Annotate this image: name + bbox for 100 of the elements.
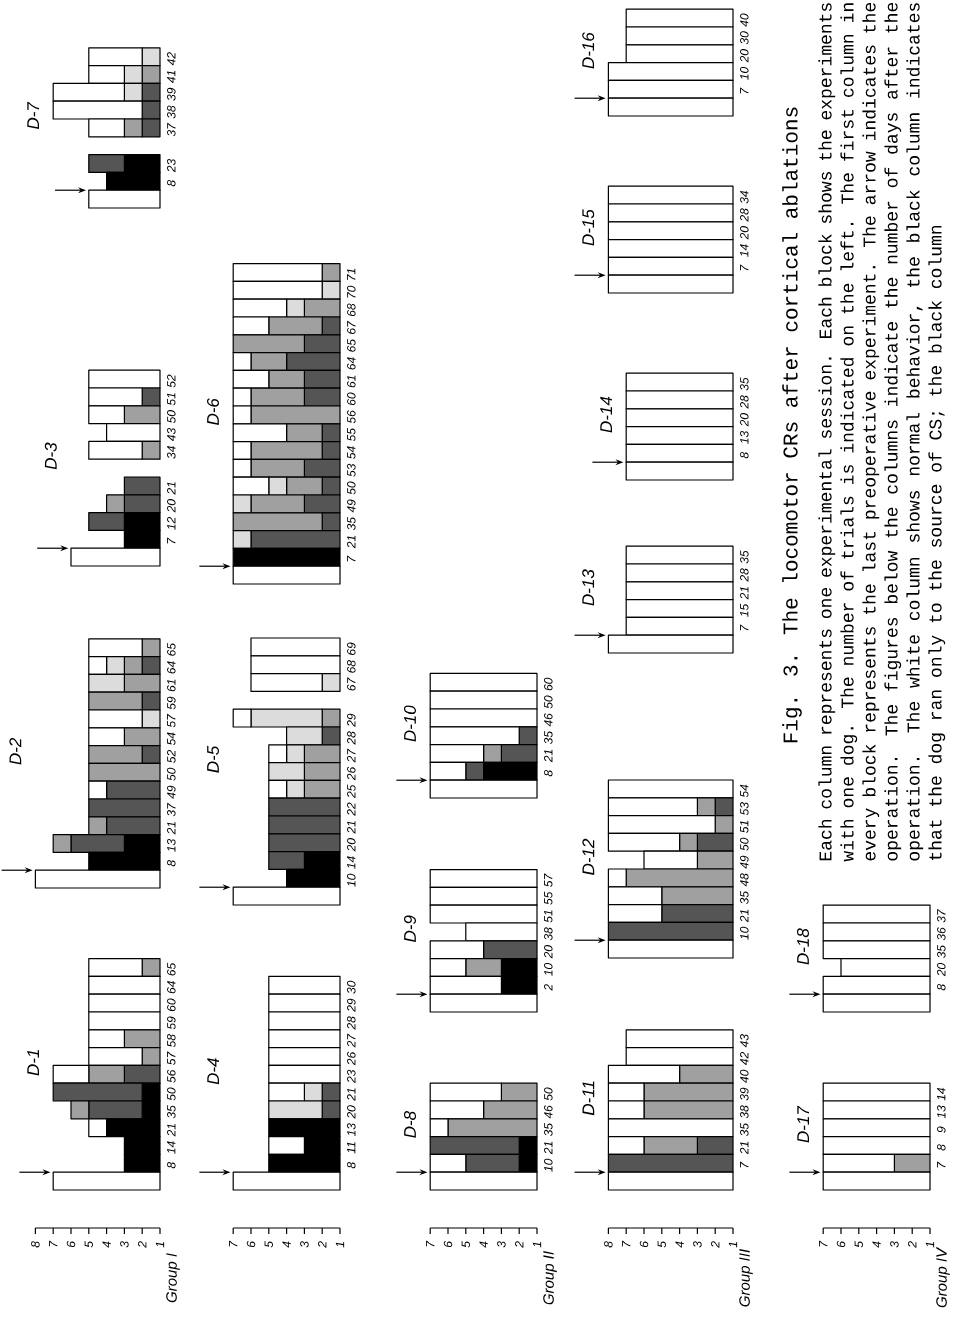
y-tick-label: 50	[347, 481, 356, 495]
y-tick-label: 26	[347, 1051, 356, 1066]
y-tick-label: 49	[347, 499, 356, 513]
y-tick-label: 60	[167, 998, 176, 1012]
y-tick-label: 14	[167, 1141, 176, 1154]
text: D-13	[582, 569, 595, 606]
x-tick-label: 6	[246, 1241, 256, 1248]
y-tick-label: 52	[167, 374, 176, 388]
y-tick-label: 40	[740, 1069, 749, 1083]
text: D-15	[582, 209, 595, 246]
x-tick-label: 2	[908, 1241, 917, 1248]
y-tick-label: 7	[740, 1161, 749, 1168]
y-tick-label: 40	[740, 13, 749, 27]
y-tick-label: 27	[347, 748, 356, 763]
y-tick-label: 64	[347, 357, 356, 370]
text: D-1	[27, 1050, 40, 1076]
y-tick-label: 8	[937, 1144, 946, 1151]
y-tick-label: 7	[937, 1161, 946, 1168]
y-tick-label: 29	[347, 998, 356, 1012]
y-tick-label: 41	[167, 70, 176, 84]
x-tick-label: 2	[138, 1241, 147, 1248]
y-tick-label: 35	[740, 891, 749, 905]
y-tick-label: 39	[167, 87, 176, 101]
y-tick-label: 9	[937, 1126, 946, 1133]
y-tick-label: 35	[740, 550, 749, 564]
y-tick-label: 55	[544, 891, 553, 905]
y-tick-label: 67	[347, 320, 356, 334]
x-tick-label: 3	[300, 1241, 309, 1248]
y-tick-label: 50	[167, 1087, 176, 1101]
y-tick-label: 35	[937, 945, 946, 959]
y-tick-label: 26	[347, 766, 356, 781]
y-tick-label: 10	[740, 926, 749, 940]
y-tick-label: 10	[544, 962, 553, 976]
y-tick-label: 60	[544, 677, 553, 691]
y-tick-label: 71	[347, 268, 356, 280]
y-tick-label: 28	[347, 731, 356, 745]
text: D-9	[403, 915, 416, 942]
y-tick-label: 34	[167, 446, 176, 459]
x-tick-label: 7	[819, 1240, 828, 1247]
y-tick-label: 21	[740, 1141, 749, 1155]
y-tick-label: 21	[347, 821, 356, 834]
y-tick-label: 12	[167, 517, 176, 530]
y-tick-label: 8	[167, 180, 176, 187]
y-tick-label: 50	[740, 837, 749, 851]
y-tick-label: 8	[347, 1162, 356, 1169]
y-tick-label: 8	[167, 1162, 176, 1169]
text: D-12	[582, 838, 595, 875]
text: D-17	[797, 1105, 810, 1143]
y-tick-label: 60	[347, 392, 356, 406]
x-tick-label: 5	[264, 1241, 273, 1248]
y-tick-label: 21	[347, 535, 356, 549]
y-tick-label: 50	[544, 1087, 553, 1101]
y-tick-label: 20	[347, 838, 356, 852]
y-tick-label: 20	[544, 945, 553, 959]
y-tick-label: 20	[937, 962, 946, 977]
y-tick-label: 65	[347, 339, 356, 352]
x-tick-label: 4	[479, 1241, 488, 1248]
y-tick-label: 51	[740, 820, 749, 833]
y-tick-label: 13	[740, 430, 749, 444]
y-tick-label: 59	[167, 1016, 176, 1030]
x-tick-label: 3	[120, 1241, 129, 1248]
text: D-11	[582, 1081, 595, 1116]
x-tick-label: 7	[622, 1240, 631, 1247]
y-tick-label: 28	[740, 208, 749, 222]
y-tick-label: 68	[347, 303, 356, 317]
y-tick-label: 61	[347, 375, 356, 388]
x-tick-label: 2	[515, 1241, 524, 1248]
x-tick-label: 8	[31, 1241, 40, 1248]
x-tick-label: 5	[84, 1241, 93, 1248]
y-tick-label: 35	[740, 1123, 749, 1137]
text: D-14	[600, 396, 613, 433]
x-tick-label: 5	[657, 1241, 666, 1248]
y-tick-label: 20	[167, 499, 176, 513]
y-tick-label: 14	[740, 244, 749, 257]
y-tick-label: 35	[740, 377, 749, 391]
x-tick-label: 3	[890, 1241, 899, 1248]
y-tick-label: 23	[167, 158, 176, 173]
y-tick-label: 21	[167, 822, 176, 835]
y-tick-label: 21	[167, 1124, 176, 1137]
text: D-7	[27, 101, 40, 130]
x-tick-label: 1	[532, 1242, 542, 1248]
y-tick-label: 21	[740, 909, 749, 923]
y-tick-label: 11	[347, 1142, 356, 1154]
y-tick-label: 29	[347, 713, 356, 727]
text: D-18	[796, 928, 809, 965]
y-tick-label: 56	[167, 1069, 176, 1083]
y-tick-label: 21	[347, 1088, 356, 1101]
y-tick-label: 13	[937, 1105, 946, 1119]
y-tick-label: 70	[347, 285, 356, 298]
y-tick-label: 50	[167, 767, 176, 781]
y-tick-label: 65	[167, 962, 176, 976]
y-tick-label: 48	[740, 873, 749, 887]
y-tick-label: 39	[740, 1087, 749, 1101]
y-tick-label: 30	[740, 31, 749, 45]
y-tick-label: 30	[347, 980, 356, 994]
x-tick-label: 6	[443, 1241, 453, 1248]
y-tick-label: 59	[167, 696, 176, 710]
y-tick-label: 46	[544, 1105, 553, 1119]
y-tick-label: 38	[544, 927, 553, 941]
y-tick-label: 54	[347, 446, 356, 459]
